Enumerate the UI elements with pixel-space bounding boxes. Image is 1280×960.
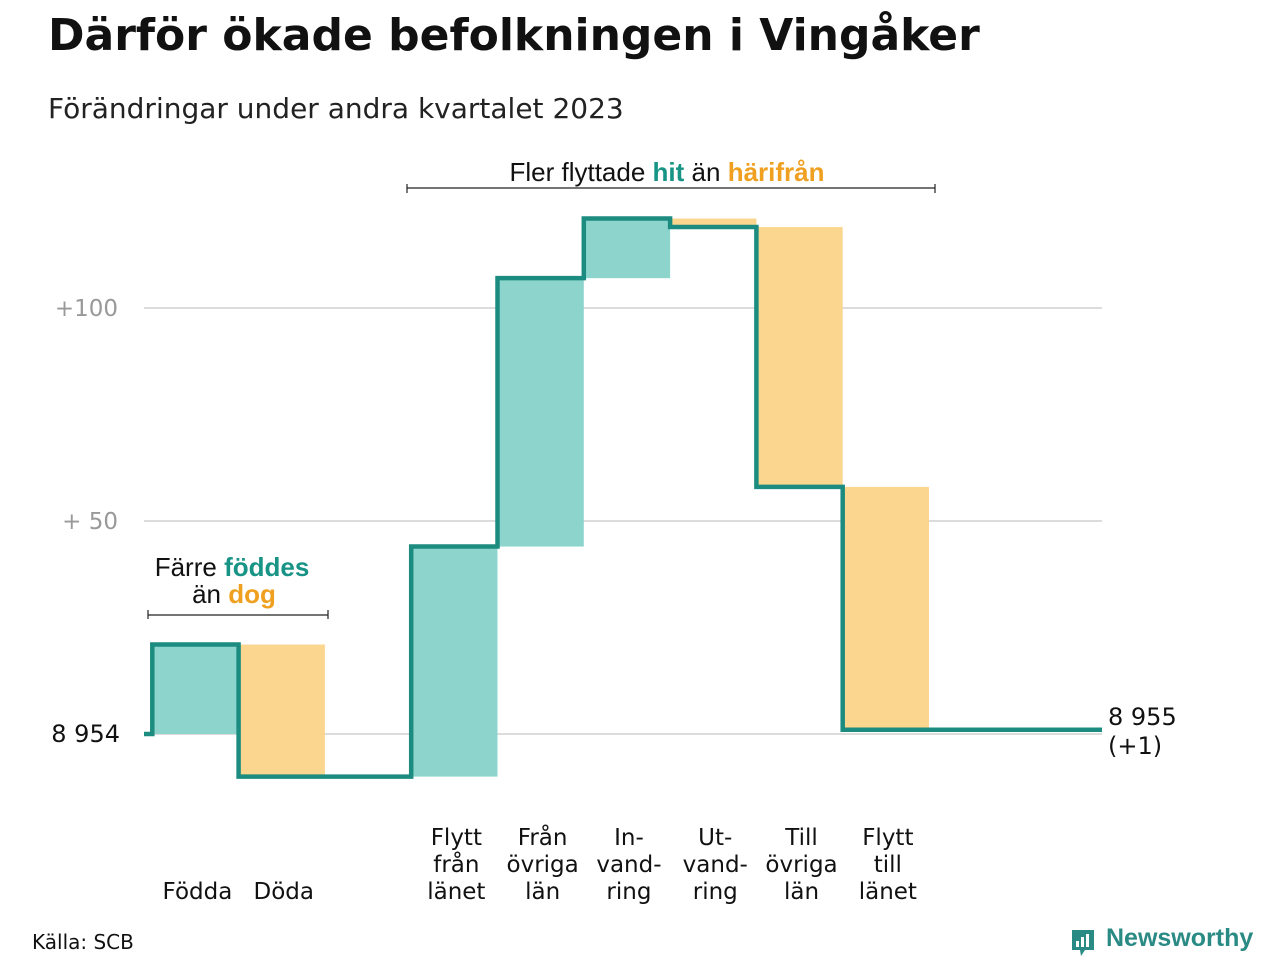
newsworthy-logo-icon — [1072, 930, 1094, 956]
bar-7 — [756, 227, 843, 487]
x-tick-label: länet — [427, 879, 485, 905]
waterfall-chart: +100+ 50 Födda DödaFlyttfrånlänetFrånövri… — [51, 157, 1176, 905]
chart-subtitle: Förändringar under andra kvartalet 2023 — [48, 92, 624, 125]
births-annotation: Färre föddes än dog — [147, 552, 329, 619]
x-axis-labels: Födda DödaFlyttfrånlänetFrånövrigalänIn-v… — [163, 823, 917, 905]
bar-1 — [152, 644, 239, 734]
x-tick-label: ring — [606, 879, 651, 905]
x-tick-label: länet — [859, 879, 917, 905]
x-tick-label: övriga — [765, 852, 837, 878]
x-tick-label: Från — [518, 823, 568, 851]
end-value-label: 8 955 — [1108, 703, 1177, 731]
x-tick-label: län — [784, 879, 819, 905]
start-value-label: 8 954 — [51, 720, 120, 748]
x-tick-label: län — [525, 879, 560, 905]
bar-4 — [497, 278, 584, 547]
x-tick-label: från — [433, 850, 479, 878]
migration-annotation-pre: Fler flyttade — [509, 157, 645, 187]
migration-annotation: Fler flyttade hit än härifrån — [406, 157, 936, 193]
bar-8 — [842, 486, 929, 730]
bar-2 — [238, 644, 325, 777]
chart-title: Därför ökade befolkningen i Vingåker — [48, 10, 980, 61]
y-tick-label: +100 — [55, 296, 118, 322]
migration-bracket — [406, 184, 936, 193]
births-annotation-mid: än — [192, 579, 221, 609]
births-annotation-hl1: föddes — [224, 552, 309, 582]
births-annotation-line1: Färre föddes — [155, 552, 310, 582]
brand-name: Newsworthy — [1106, 924, 1254, 952]
migration-annotation-line: Fler flyttade hit än härifrån — [509, 157, 824, 187]
births-annotation-hl2: dog — [228, 579, 276, 609]
y-tick-label: + 50 — [62, 509, 118, 535]
value-labels: 8 954 8 955(+1) — [51, 703, 1176, 760]
x-tick-label: ring — [693, 879, 738, 905]
step-line — [144, 216, 1102, 779]
births-annotation-line2: än dog — [192, 579, 276, 609]
x-tick-label: vand- — [683, 852, 748, 878]
x-tick-label: Ut- — [698, 825, 732, 851]
x-tick-label: Flytt — [862, 825, 913, 851]
migration-annotation-hl1: hit — [653, 157, 685, 187]
bar-3 — [411, 546, 498, 777]
x-tick-label: till — [874, 852, 902, 878]
cumulative-line — [144, 216, 1102, 779]
x-tick-label: In- — [614, 825, 644, 851]
x-tick-label: Döda — [254, 879, 314, 905]
x-tick-label: Till — [784, 825, 818, 851]
y-axis-ticks: +100 + 50 — [55, 296, 118, 535]
x-tick-label: Flytt — [431, 825, 482, 851]
brand-logo[interactable]: Newsworthy — [1066, 924, 1256, 958]
bar-5 — [583, 218, 671, 279]
bars — [152, 218, 929, 777]
migration-annotation-hl2: härifrån — [728, 157, 825, 187]
migration-annotation-mid: än — [692, 157, 721, 187]
x-tick-label: övriga — [507, 852, 579, 878]
bar-6 — [670, 218, 757, 228]
births-annotation-pre: Färre — [155, 552, 217, 582]
x-tick-label: vand- — [596, 852, 661, 878]
x-tick-label: Födda — [163, 879, 233, 905]
source-note: Källa: SCB — [32, 930, 134, 954]
end-change-label: (+1) — [1108, 732, 1162, 760]
births-bracket — [147, 610, 329, 619]
